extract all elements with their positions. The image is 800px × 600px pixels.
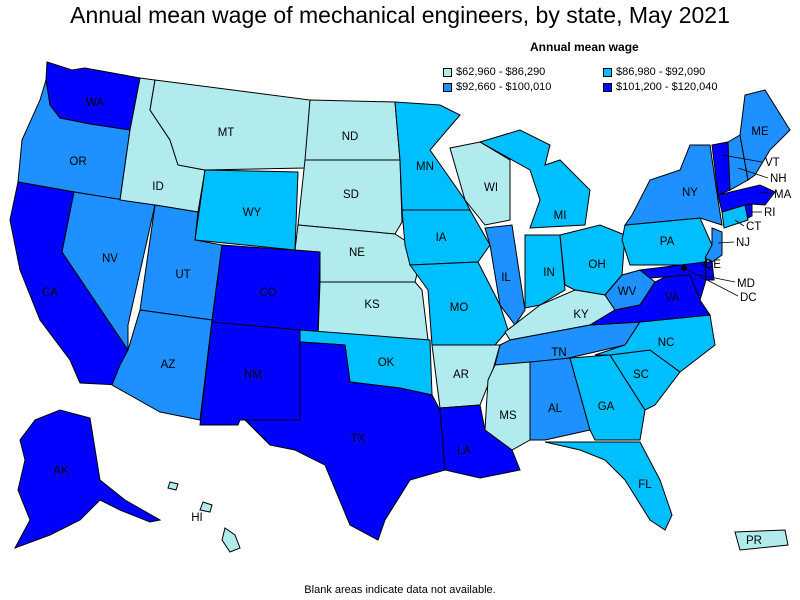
label-pa: PA [660, 236, 675, 248]
state-sd[interactable] [297, 159, 403, 235]
label-nc: NC [658, 337, 675, 349]
label-tn: TN [551, 347, 566, 359]
label-nv: NV [102, 253, 118, 265]
label-ri: RI [764, 207, 776, 219]
legend-label: $86,980 - $92,090 [616, 66, 706, 78]
map-title: Annual mean wage of mechanical engineers… [70, 2, 730, 28]
label-sd: SD [343, 189, 359, 201]
label-ct: CT [746, 221, 761, 233]
label-nm: NM [244, 369, 262, 381]
legend-swatch [443, 82, 452, 92]
label-wv: WV [618, 286, 637, 298]
label-ma: MA [774, 189, 792, 201]
leader-nh [737, 167, 769, 179]
label-wy: WY [243, 207, 262, 219]
label-mi: MI [554, 210, 567, 222]
state-la[interactable] [439, 404, 521, 479]
state-md[interactable] [638, 261, 707, 302]
label-vt: VT [765, 157, 780, 169]
label-hi: HI [191, 512, 203, 524]
label-me: ME [751, 126, 769, 138]
state-tx[interactable] [243, 341, 446, 541]
state-pr[interactable] [734, 529, 789, 551]
leader-dc [683, 267, 739, 297]
dc-marker [681, 265, 687, 271]
label-mn: MN [416, 161, 434, 173]
label-dc: DC [740, 292, 757, 304]
label-fl: FL [638, 479, 652, 491]
label-pr: PR [746, 535, 762, 547]
label-mo: MO [450, 302, 469, 314]
label-la: LA [457, 445, 471, 457]
legend-item-bin-3: $92,660 - $100,010 [443, 81, 551, 93]
label-de: DE [705, 259, 721, 271]
label-il: IL [501, 272, 511, 284]
leader-de [701, 263, 712, 271]
label-va: VA [665, 292, 680, 304]
label-co: CO [259, 287, 276, 299]
label-ak: AK [53, 465, 69, 477]
label-wi: WI [484, 182, 498, 194]
state-fl[interactable] [544, 441, 673, 531]
label-ms: MS [499, 410, 517, 422]
label-ks: KS [364, 299, 380, 311]
label-nh: NH [770, 173, 787, 185]
label-mt: MT [218, 127, 235, 139]
state-in[interactable] [524, 234, 566, 309]
label-ne: NE [349, 247, 365, 259]
label-oh: OH [588, 259, 605, 271]
legend-label: $62,960 - $86,290 [456, 66, 546, 78]
label-ky: KY [573, 309, 589, 321]
legend-item-bin-4: $101,200 - $120,040 [603, 81, 718, 93]
footnote: Blank areas indicate data not available. [304, 584, 496, 596]
label-in: IN [543, 267, 555, 279]
leader-vt [721, 154, 763, 163]
state-mo[interactable] [409, 261, 509, 346]
legend-item-bin-1: $62,960 - $86,290 [443, 66, 545, 78]
label-sc: SC [633, 369, 649, 381]
leader-ct [734, 219, 745, 227]
label-ny: NY [682, 187, 698, 199]
label-nj: NJ [736, 237, 750, 249]
label-ga: GA [598, 401, 615, 413]
state-hi-island-2[interactable] [199, 501, 213, 513]
state-ar[interactable] [431, 344, 501, 409]
legend-swatch [603, 67, 612, 77]
state-mi[interactable] [478, 129, 591, 229]
state-me[interactable] [739, 89, 791, 181]
label-ia: IA [436, 232, 447, 244]
state-ak[interactable] [13, 409, 162, 549]
state-al[interactable] [529, 357, 591, 441]
state-hi-island-3[interactable] [167, 481, 179, 491]
label-ok: OK [378, 357, 395, 369]
label-id: ID [152, 181, 164, 193]
leader-md [699, 274, 736, 283]
label-or: OR [69, 156, 86, 168]
label-al: AL [548, 403, 563, 415]
label-tx: TX [351, 433, 366, 445]
state-hi[interactable] [221, 527, 241, 553]
legend-title: Annual mean wage [530, 40, 639, 54]
label-md: MD [737, 278, 755, 290]
state-ks[interactable] [317, 281, 429, 341]
label-nd: ND [342, 131, 359, 143]
label-ar: AR [453, 369, 469, 381]
label-wa: WA [86, 97, 104, 109]
legend-swatch [603, 82, 612, 92]
legend-swatch [443, 67, 452, 77]
state-nd[interactable] [304, 99, 401, 161]
legend-label: $92,660 - $100,010 [456, 81, 552, 93]
label-az: AZ [161, 359, 176, 371]
legend-item-bin-2: $86,980 - $92,090 [603, 66, 705, 78]
state-ny[interactable] [623, 144, 723, 226]
label-ut: UT [175, 269, 190, 281]
label-ca: CA [42, 287, 58, 299]
legend-label: $101,200 - $120,040 [616, 81, 718, 93]
leader-ma [759, 191, 773, 195]
leader-nj [717, 241, 735, 244]
